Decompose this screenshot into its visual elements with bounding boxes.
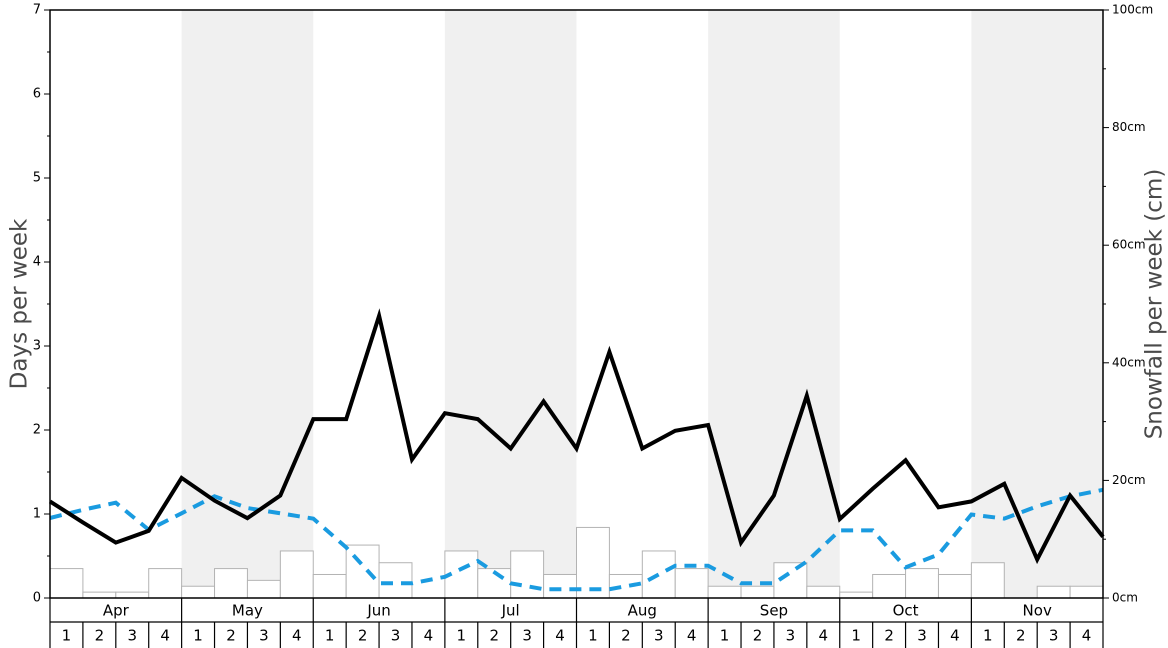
left-tick-label: 6 [33,87,41,102]
week-label: 2 [226,627,236,645]
week-label: 4 [555,627,565,645]
week-label: 2 [1016,627,1026,645]
month-band-sep [708,10,840,598]
week-label: 4 [1082,627,1092,645]
snowfall-bar [707,585,742,599]
week-label: 2 [884,627,894,645]
left-tick-label: 0 [33,591,41,606]
snowfall-bar [806,585,841,599]
week-label: 4 [160,627,170,645]
right-tick-label: 20cm [1112,473,1146,487]
snowfall-bar [1036,585,1071,599]
snowfall-bar [214,568,248,599]
right-axis: 0cm 20cm 40cm 60cm 80cm 100cm [1103,3,1153,605]
snowfall-bar [674,568,709,599]
left-tick-label: 3 [33,339,41,354]
right-tick-label: 40cm [1112,355,1146,369]
week-label: 3 [127,627,137,645]
week-label: 4 [950,627,960,645]
week-label: 2 [95,627,105,645]
right-axis-label: Snowfall per week (cm) [1142,169,1168,440]
week-label: 3 [259,627,269,645]
month-label-row: Apr May Jun Jul Aug Sep Oct Nov [49,598,1104,623]
right-tick-label: 60cm [1112,238,1146,252]
snowfall-bar [115,591,150,599]
month-label: May [232,602,263,620]
week-label: 2 [621,627,631,645]
snowfall-bar [49,568,84,599]
snowfall-bar [543,573,577,599]
snowfall-bar [773,562,808,599]
week-label: 1 [588,627,598,645]
week-label: 4 [687,627,697,645]
week-label: 1 [983,627,993,645]
week-label: 1 [193,627,203,645]
snowfall-bar [510,550,545,599]
right-tick-label: 0cm [1112,591,1138,605]
month-band-nov [971,10,1103,598]
snowfall-bar [608,573,643,599]
snowfall-bar [148,568,183,599]
month-band-may [181,10,314,598]
week-label: 2 [753,627,763,645]
left-tick-label: 1 [33,507,41,522]
left-axis: 0 1 2 3 4 5 6 7 [33,3,50,606]
month-band-jul [444,10,577,598]
left-tick-label: 2 [33,423,41,438]
week-label: 4 [424,627,434,645]
month-label: Aug [628,602,657,620]
week-label: 2 [489,627,499,645]
week-label: 4 [819,627,829,645]
snowfall-bar [641,550,676,599]
snowfall-bar [740,585,775,599]
week-label-row: 1 2 3 4 1 2 3 4 1 2 3 4 1 2 3 4 1 2 3 4 1 2 3 4 1 2 3 4 1 2 3 4 [49,622,1104,648]
week-label: 1 [457,627,467,645]
week-label: 3 [522,627,532,645]
month-label: Apr [103,602,130,620]
data-lines [48,308,1105,592]
month-label: Nov [1023,602,1052,620]
snowfall-bar [246,579,281,599]
snowfall-bar [872,573,907,599]
month-label: Oct [893,602,919,620]
week-label: 3 [391,627,401,645]
week-label: 1 [325,627,335,645]
left-tick-label: 5 [33,171,41,186]
dashed-series-line [49,487,1104,592]
week-label: 3 [654,627,664,645]
snowfall-bar [345,544,380,599]
left-tick-label: 4 [33,255,41,270]
week-label: 2 [358,627,368,645]
week-label: 4 [292,627,302,645]
week-label: 3 [917,627,927,645]
month-label: Jul [501,602,520,620]
left-tick-label: 7 [33,3,41,18]
snowfall-bar [312,573,347,599]
snowfall-bar [181,585,216,599]
week-label: 1 [62,627,72,645]
week-label: 3 [1049,627,1059,645]
snowfall-bar [970,562,1005,599]
snowfall-bar [905,568,939,599]
snowfall-bars [49,526,1104,599]
solid-series-line [48,308,1105,565]
week-label: 3 [786,627,796,645]
month-label: Sep [760,602,788,620]
right-tick-label: 80cm [1112,120,1146,134]
month-bands [181,10,1103,598]
week-label: 1 [851,627,861,645]
snowfall-bar [1069,585,1104,599]
snowfall-bar [937,573,972,599]
snowfall-bar [82,591,117,599]
right-tick-label: 100cm [1112,3,1153,17]
snowfall-bar [279,550,314,599]
month-label: Jun [366,602,390,620]
left-axis-label: Days per week [7,218,33,389]
snowfall-bar [378,562,413,599]
week-label: 1 [720,627,730,645]
snowfall-bar [839,591,874,599]
